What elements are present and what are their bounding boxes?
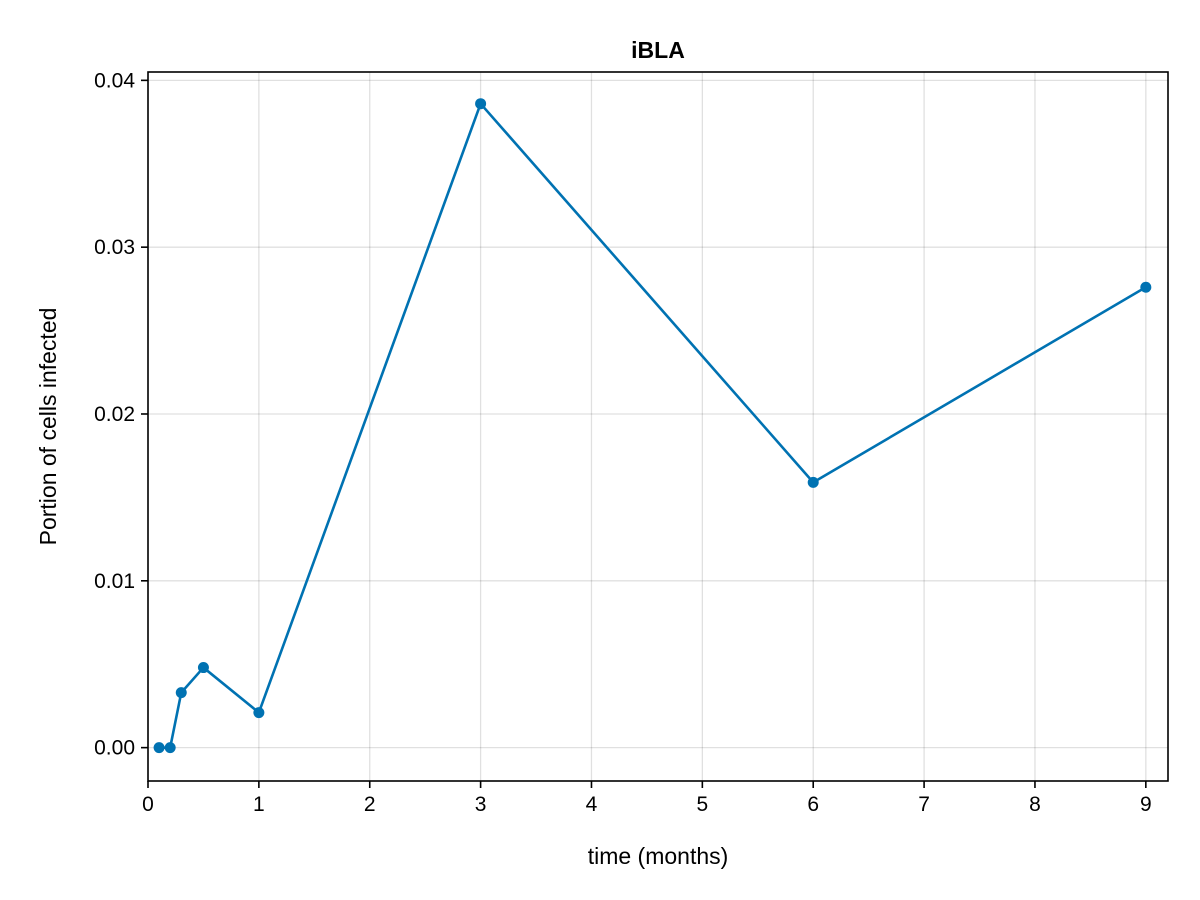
series-line (159, 102, 1147, 749)
x-tick-label: 4 (586, 793, 598, 816)
x-tick-label: 3 (475, 793, 487, 816)
data-point (197, 662, 209, 674)
x-axis-title: time (months) (588, 843, 729, 869)
plot-frame (147, 71, 1169, 782)
x-tick-label: 6 (807, 793, 819, 816)
data-point (164, 742, 176, 754)
x-tick-label: 5 (697, 793, 709, 816)
x-tick-label: 9 (1140, 793, 1152, 816)
y-axis-title: Portion of cells infected (35, 308, 61, 546)
y-tick-label: 0.04 (94, 69, 135, 92)
y-tick-label: 0.02 (94, 403, 135, 426)
data-point (475, 98, 487, 110)
chart-title: iBLA (631, 37, 685, 63)
data-point (153, 742, 165, 754)
grid-layer (147, 72, 1168, 781)
data-point (175, 687, 187, 699)
y-tick-label: 0.03 (94, 236, 135, 259)
series-layer (153, 98, 1152, 754)
x-tick-label: 7 (918, 793, 930, 816)
x-tick-label: 8 (1029, 793, 1041, 816)
data-point (1140, 281, 1152, 293)
data-point (253, 707, 265, 719)
y-tick-label: 0.00 (94, 737, 135, 760)
y-tick-label: 0.01 (94, 570, 135, 593)
x-tick-label: 0 (142, 793, 154, 816)
data-point (807, 476, 819, 488)
tick-layer: 0 1 2 3 4 5 6 7 8 9 0.00 0.01 0.02 0.03 0.04 (94, 69, 1152, 816)
x-tick-label: 2 (364, 793, 376, 816)
x-tick-label: 1 (253, 793, 265, 816)
